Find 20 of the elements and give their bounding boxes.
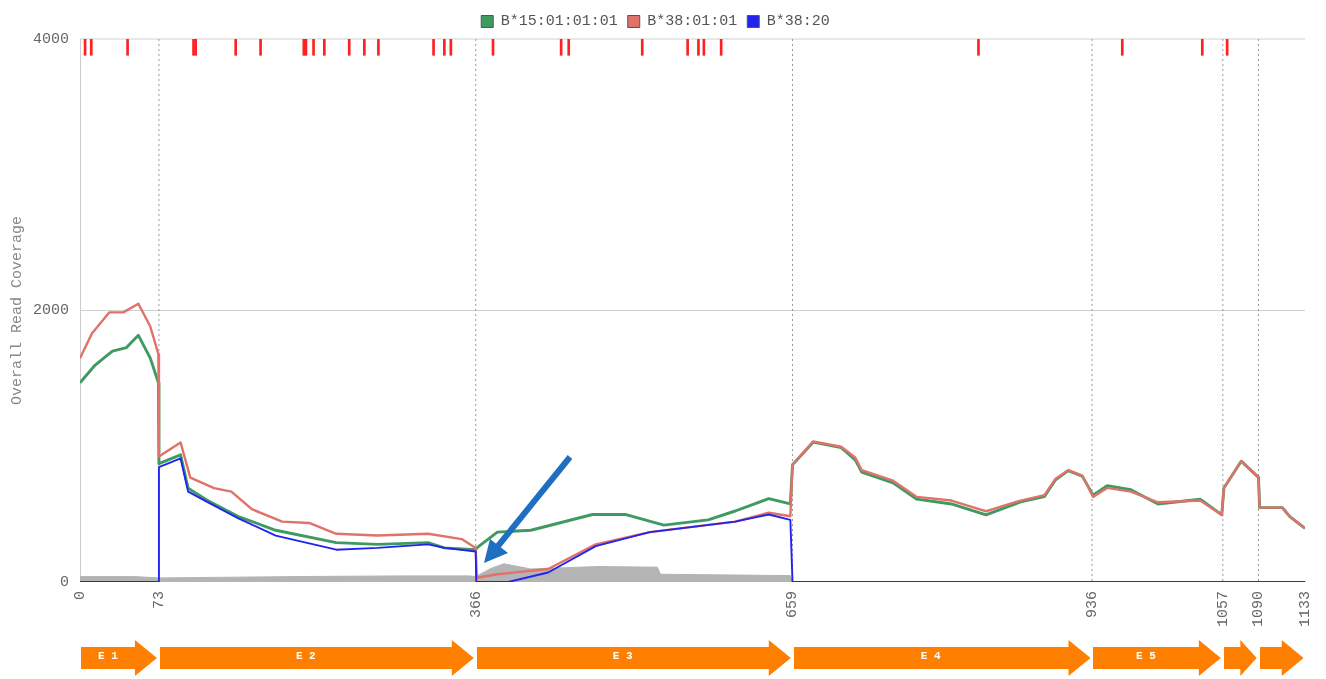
- y-axis-title: Overall Read Coverage: [8, 215, 26, 406]
- legend-label: B*15:01:01:01: [500, 13, 618, 31]
- arrow-icon: E 1: [81, 640, 157, 676]
- x-tick-label: 0: [71, 590, 89, 601]
- x-tick-label: 1090: [1250, 590, 1268, 628]
- x-tick-label: 1057: [1214, 590, 1232, 628]
- arrow-icon: E 2: [159, 640, 474, 676]
- x-tick-label: 936: [1083, 590, 1101, 619]
- arrow-icon: E 3: [476, 640, 791, 676]
- legend-label: B*38:01:01: [647, 13, 738, 31]
- y-tick-label: 0: [59, 573, 70, 591]
- y-tick-label: 2000: [32, 302, 70, 320]
- y-tick-label: 4000: [32, 30, 70, 48]
- x-tick-label: 1133: [1296, 590, 1314, 628]
- x-tick-label: 73: [150, 590, 168, 610]
- x-tick-label: 659: [784, 590, 802, 619]
- legend-label: B*38:20: [766, 13, 830, 31]
- x-tick-label: 366: [467, 590, 485, 619]
- arrow-icon: E 5: [1093, 640, 1221, 676]
- arrow-icon: E 4: [793, 640, 1090, 676]
